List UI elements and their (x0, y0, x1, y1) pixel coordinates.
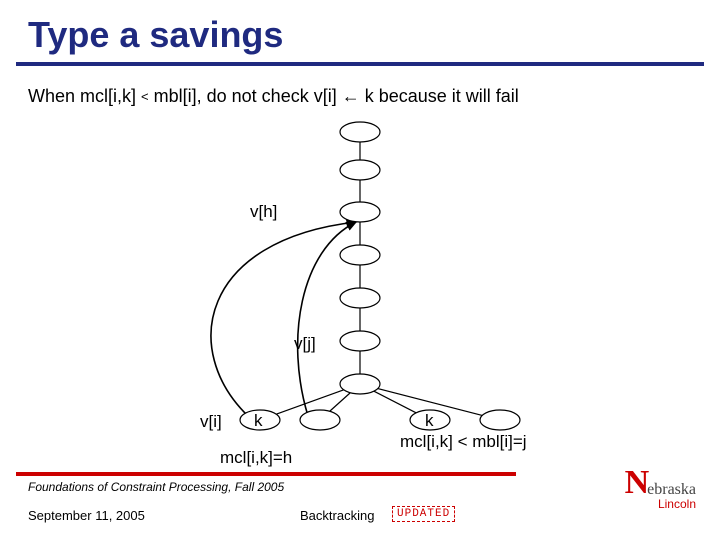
logo-n: N (625, 468, 650, 499)
logo-name: ebraska (647, 481, 696, 499)
footer-divider (16, 472, 516, 476)
footer-center: Backtracking (300, 508, 374, 523)
footer-date: September 11, 2005 (28, 508, 145, 523)
footer-caption: Foundations of Constraint Processing, Fa… (28, 480, 284, 494)
label-eq-left: mcl[i,k]=h (220, 448, 292, 468)
label-vj: v[j] (294, 334, 316, 354)
label-vi: v[i] (200, 412, 222, 432)
tree-diagram: v[h] v[j] v[i] k k mcl[i,k]=h mcl[i,k] <… (0, 120, 720, 460)
subtitle-lt: < (141, 89, 149, 104)
label-eq-right: mcl[i,k] < mbl[i]=j (400, 432, 527, 452)
subtitle: When mcl[i,k] < mbl[i], do not check v[i… (28, 86, 519, 107)
updated-badge: UPDATED (392, 506, 455, 522)
nebraska-logo: Nebraska Lincoln (625, 468, 696, 511)
subtitle-p1: When mcl[i,k] (28, 86, 141, 106)
tree-svg (0, 120, 720, 460)
label-k-right: k (425, 411, 434, 431)
page-title: Type a savings (28, 14, 283, 56)
subtitle-p3: mbl[i], do not check v[i] ← k because it… (149, 86, 519, 106)
label-vh: v[h] (250, 202, 277, 222)
label-k-left: k (254, 411, 263, 431)
title-underline (16, 62, 704, 66)
